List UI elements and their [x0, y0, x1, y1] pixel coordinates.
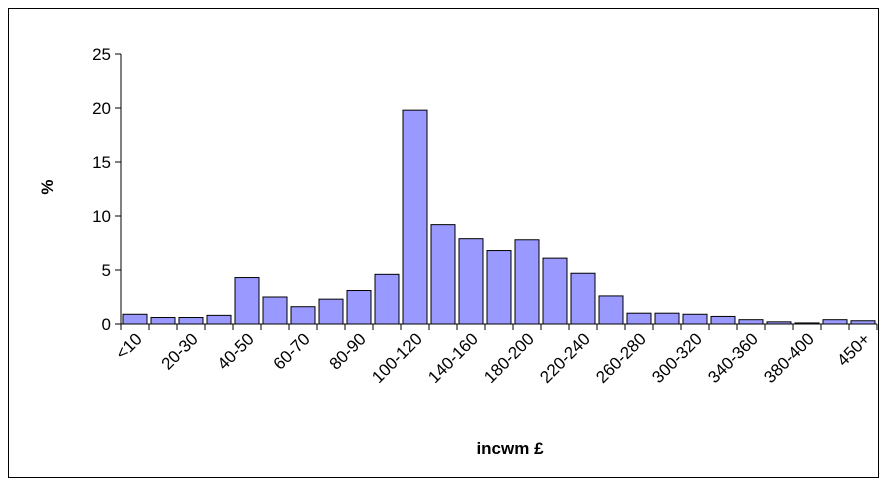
bar-11	[430, 224, 456, 325]
bar-7	[318, 298, 344, 325]
bar-12	[458, 238, 484, 325]
bar-3	[206, 314, 232, 325]
bar-19	[654, 312, 680, 325]
x-tick-label: 40-50	[214, 329, 258, 373]
bar-9	[374, 273, 400, 325]
x-tick-label: 380-400	[760, 329, 818, 387]
x-tick-label: 340-360	[704, 329, 762, 387]
bar-10	[402, 109, 428, 325]
bar-13	[486, 250, 512, 325]
x-tick-label: 20-30	[158, 329, 202, 373]
bar-18	[626, 312, 652, 325]
bar-14	[514, 239, 540, 325]
x-tick-label: 260-280	[592, 329, 650, 387]
x-tick-label: 80-90	[326, 329, 370, 373]
x-ticks-group: <10 20-30 40-50 60-70 80-90100-120140-160180…	[112, 324, 878, 387]
bar-2	[178, 317, 204, 325]
x-tick-label: 60-70	[270, 329, 314, 373]
x-tick-label: 220-240	[536, 329, 594, 387]
y-tick-label: 5	[102, 261, 111, 280]
y-ticks-group: 0 5 10 15 20 25	[92, 45, 121, 334]
x-tick-label: 140-160	[424, 329, 482, 387]
bar-6	[290, 306, 316, 325]
bar-1	[150, 317, 176, 325]
x-tick-label: <10	[112, 329, 146, 363]
y-tick-label: 20	[92, 99, 111, 118]
x-tick-label: 300-320	[648, 329, 706, 387]
x-tick-label: 450+	[833, 329, 874, 370]
x-tick-label: 100-120	[368, 329, 426, 387]
bar-20	[682, 313, 708, 325]
bar-16	[570, 272, 596, 325]
bar-4	[234, 277, 260, 325]
bar-0	[122, 313, 148, 325]
bar-5	[262, 296, 288, 325]
x-tick-label: 180-200	[480, 329, 538, 387]
bar-22	[738, 319, 764, 325]
y-tick-label: 15	[92, 153, 111, 172]
bar-15	[542, 257, 568, 325]
bar-21	[710, 315, 736, 325]
y-tick-label: 10	[92, 207, 111, 226]
chart-frame: 0 5 10 15 20 25 <10 20-30 40-50 60-70 80-90 100-12…	[8, 8, 879, 478]
x-axis-title: incwm £	[476, 439, 544, 458]
bar-chart: 0 5 10 15 20 25 <10 20-30 40-50 60-70 80-90100-12…	[38, 45, 878, 458]
bar-25	[822, 319, 848, 325]
bar-8	[346, 290, 372, 325]
bar-17	[598, 295, 624, 325]
bars-group	[122, 109, 876, 325]
y-tick-label: 0	[102, 315, 111, 334]
y-axis-title: %	[38, 179, 57, 194]
y-tick-label: 25	[92, 45, 111, 64]
